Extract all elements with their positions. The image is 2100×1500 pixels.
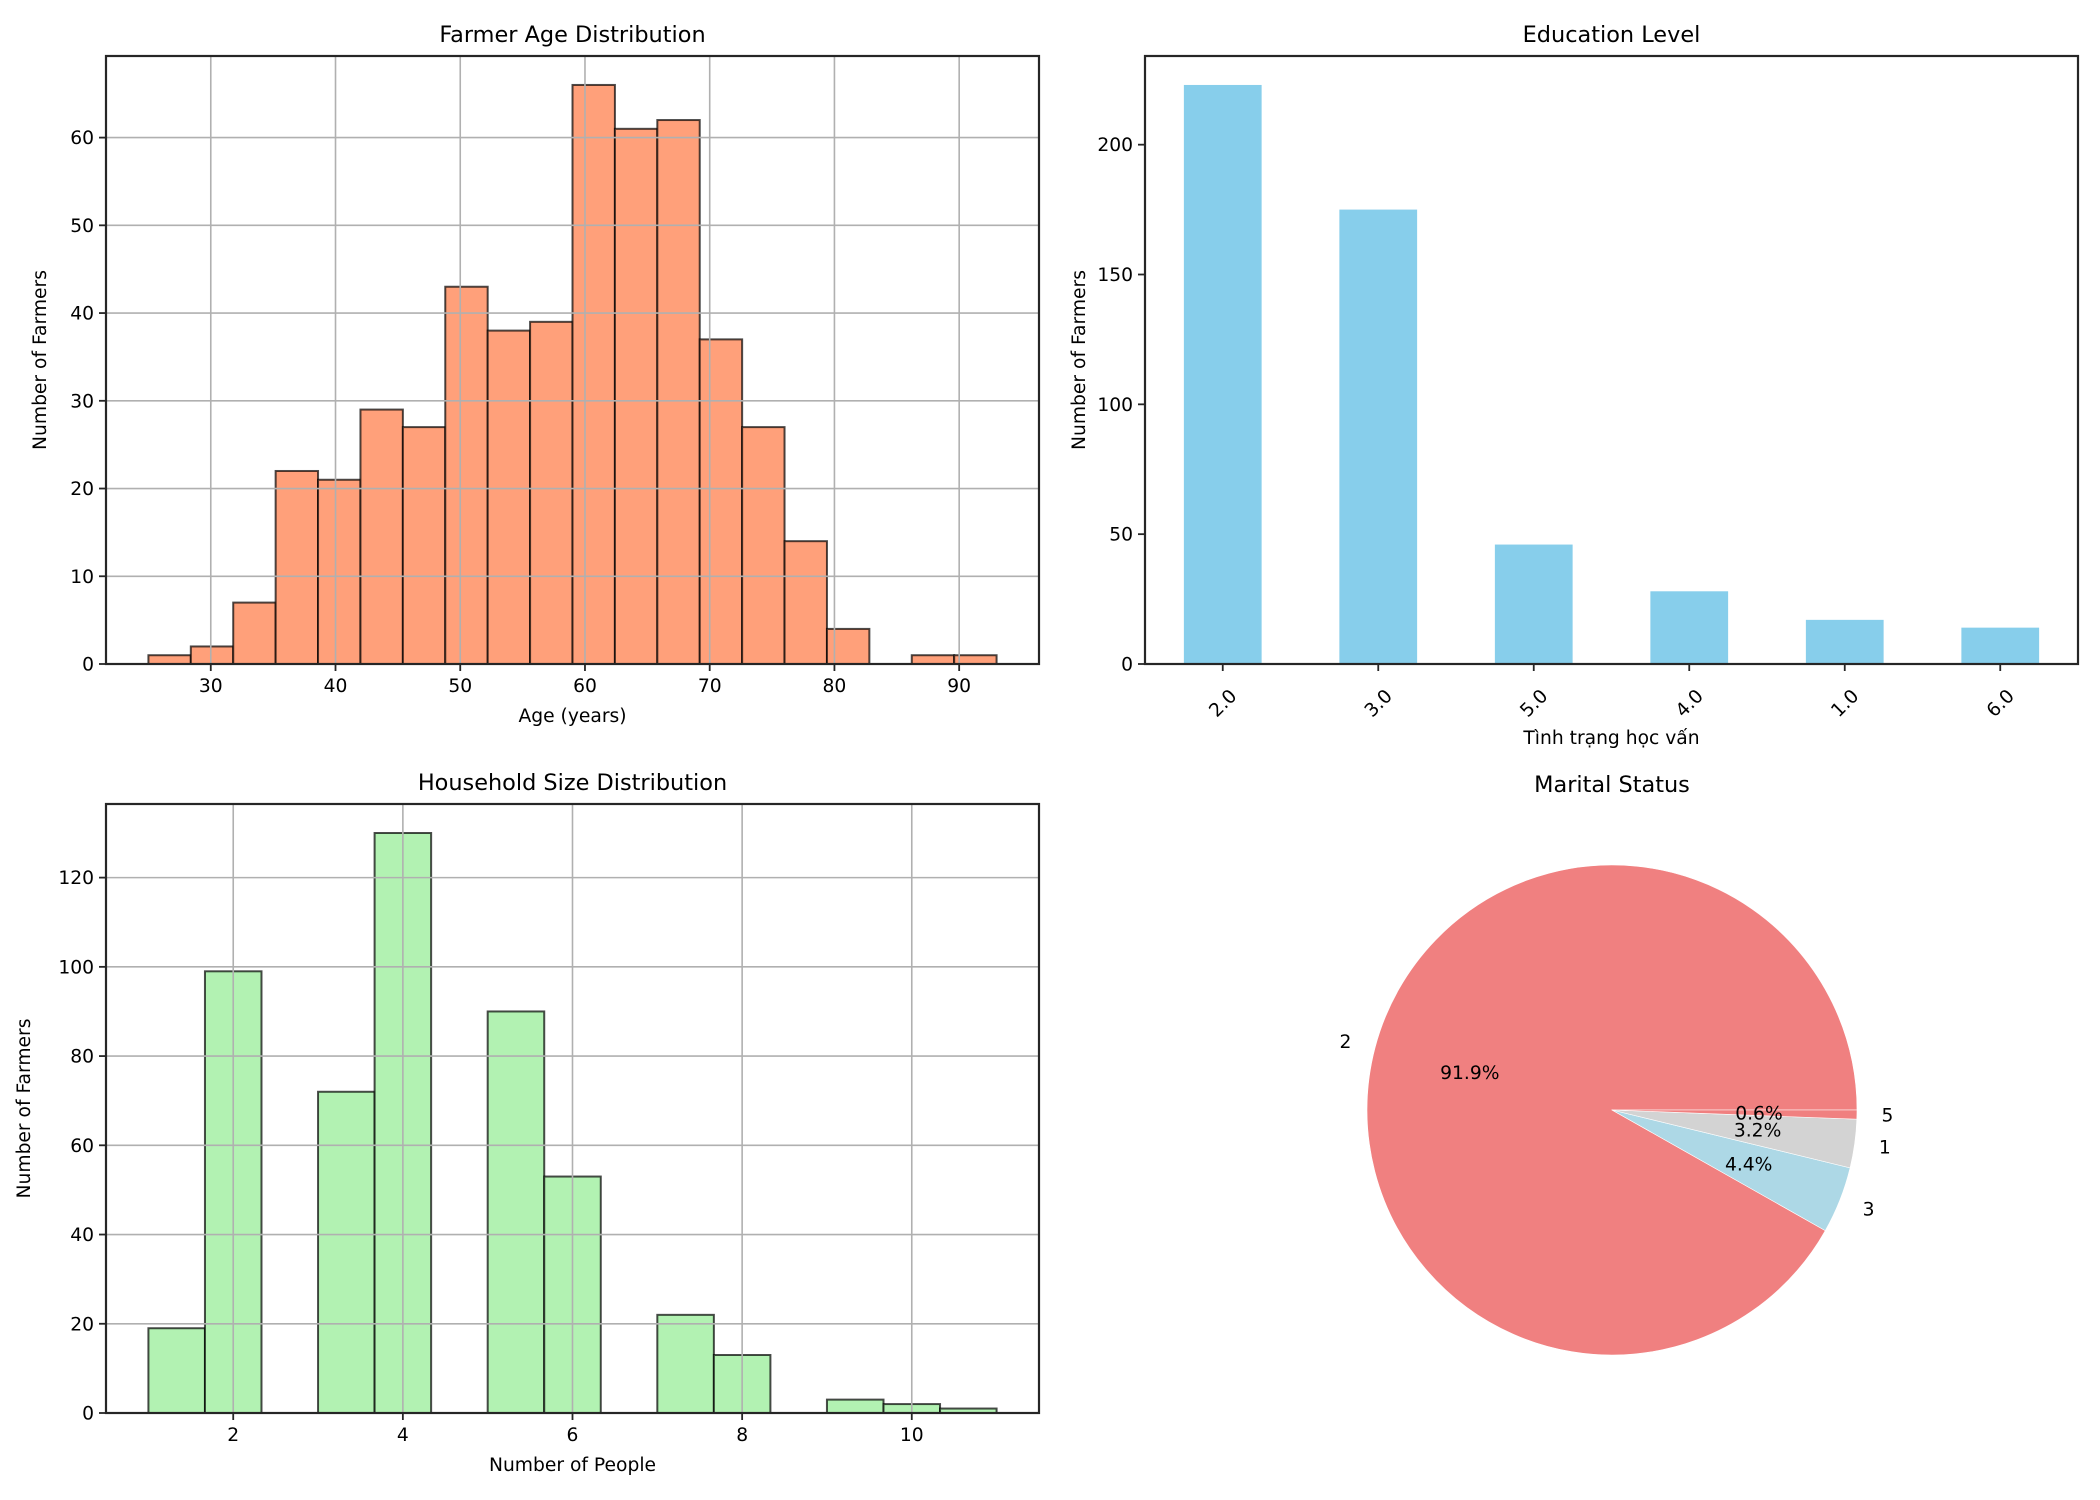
- household-ytick-label: 40: [70, 1225, 94, 1246]
- age-bar: [444, 285, 489, 665]
- age-bar: [953, 654, 998, 666]
- household-xtick-label: 4: [397, 1425, 409, 1446]
- age-xtick-label: 60: [573, 676, 597, 697]
- household-axes-frame: [104, 802, 1041, 1415]
- age-bar: [232, 601, 277, 666]
- marital-slices: [1366, 864, 1858, 1356]
- pie-pct-5: 0.6%: [1735, 1103, 1782, 1124]
- age-title: Farmer Age Distribution: [439, 22, 705, 48]
- age-ytick-label: 40: [70, 304, 94, 325]
- pie-label-2: 2: [1339, 1032, 1351, 1053]
- household-bar: [317, 1090, 376, 1415]
- pie-label-3: 3: [1863, 1200, 1875, 1221]
- marital-pie-subplot: 2 91.9% 3 4.4% 1 3.2% 5 0.6% Marital Status: [1339, 772, 1893, 1356]
- marital-title: Marital Status: [1534, 772, 1690, 798]
- household-ylabel: Number of Farmers: [14, 1019, 35, 1199]
- household-xtick-label: 8: [736, 1425, 748, 1446]
- household-ytick-label: 20: [70, 1314, 94, 1335]
- age-xtick-label: 40: [324, 676, 348, 697]
- age-bar: [147, 654, 192, 666]
- age-bar: [401, 426, 447, 665]
- household-ytick-label: 80: [70, 1047, 94, 1068]
- household-ytick-label: 0: [82, 1404, 94, 1425]
- age-axes-frame: [104, 54, 1041, 666]
- marital-labels: 2 91.9% 3 4.4% 1 3.2% 5 0.6%: [1339, 1032, 1893, 1221]
- age-xtick-label: 70: [698, 676, 722, 697]
- household-bar: [147, 1327, 206, 1414]
- age-bar: [910, 654, 956, 666]
- pie-pct-2: 91.9%: [1440, 1063, 1499, 1084]
- age-xtick-label: 90: [947, 676, 971, 697]
- age-xtick-label: 50: [448, 676, 472, 697]
- age-bar: [571, 83, 616, 665]
- household-bar: [656, 1313, 715, 1415]
- pie-label-1: 1: [1879, 1138, 1891, 1159]
- age-ylabel: Number of Farmers: [30, 270, 51, 450]
- education-title: Education Level: [1523, 22, 1701, 48]
- education-bar: [1961, 627, 2040, 664]
- age-bars: [147, 83, 998, 666]
- age-xtick-label: 30: [199, 676, 223, 697]
- household-title: Household Size Distribution: [418, 770, 727, 796]
- age-ytick-label: 10: [70, 567, 94, 588]
- age-bar: [486, 329, 532, 665]
- household-xtick-label: 10: [900, 1425, 924, 1446]
- age-bar: [317, 478, 362, 665]
- household-bar: [486, 1010, 546, 1414]
- age-ytick-label: 0: [82, 655, 94, 676]
- age-bar: [783, 540, 828, 665]
- age-bar: [359, 408, 404, 665]
- education-ylabel: Number of Farmers: [1069, 270, 1090, 450]
- pie-label-5: 5: [1881, 1106, 1893, 1127]
- household-ytick-label: 100: [58, 957, 94, 978]
- education-bar: [1805, 619, 1884, 664]
- education-bars: [1183, 84, 2040, 664]
- age-bar: [656, 119, 701, 665]
- pie-pct-1: 3.2%: [1734, 1121, 1781, 1142]
- age-bar: [613, 127, 659, 665]
- age-ytick-label: 30: [70, 391, 94, 412]
- education-ytick-label: 50: [1109, 525, 1133, 546]
- education-ytick-label: 0: [1121, 655, 1133, 676]
- pie-slice-5: [1611, 1109, 1858, 1120]
- age-bar: [274, 469, 320, 665]
- household-xtick-label: 6: [567, 1425, 579, 1446]
- education-bar: [1650, 591, 1729, 664]
- age-bar: [189, 645, 235, 666]
- pie-pct-3: 4.4%: [1725, 1155, 1772, 1176]
- age-bar: [529, 320, 574, 665]
- education-bar: [1339, 209, 1418, 664]
- education-xlabel: Tình trạng học vấn: [1522, 727, 1699, 749]
- household-bar: [825, 1398, 885, 1414]
- education-ytick-label: 150: [1097, 265, 1133, 286]
- household-ytick-label: 60: [70, 1136, 94, 1157]
- age-ytick-label: 20: [70, 479, 94, 500]
- age-ytick-label: 50: [70, 216, 94, 237]
- age-ytick-label: 60: [70, 128, 94, 149]
- age-bar: [698, 338, 744, 665]
- household-xtick-label: 2: [227, 1425, 239, 1446]
- age-histogram-subplot: 30 40 50 60 70 80 90 0 10 20 30 40 50 60 Farmer Age D…: [30, 22, 1041, 727]
- age-xlabel: Age (years): [518, 706, 626, 727]
- education-axes-frame: [1143, 54, 2080, 666]
- household-ytick-label: 120: [58, 868, 94, 889]
- household-xlabel: Number of People: [489, 1455, 656, 1476]
- education-ytick-label: 200: [1097, 135, 1133, 156]
- age-bar: [825, 627, 871, 665]
- education-ytick-label: 100: [1097, 395, 1133, 416]
- education-bar: [1494, 544, 1573, 664]
- age-ticks: 30 40 50 60 70 80 90 0 10 20 30 40 50 60: [70, 128, 971, 697]
- age-xtick-label: 80: [823, 676, 847, 697]
- age-bar: [741, 426, 786, 665]
- education-bar: [1183, 84, 1262, 664]
